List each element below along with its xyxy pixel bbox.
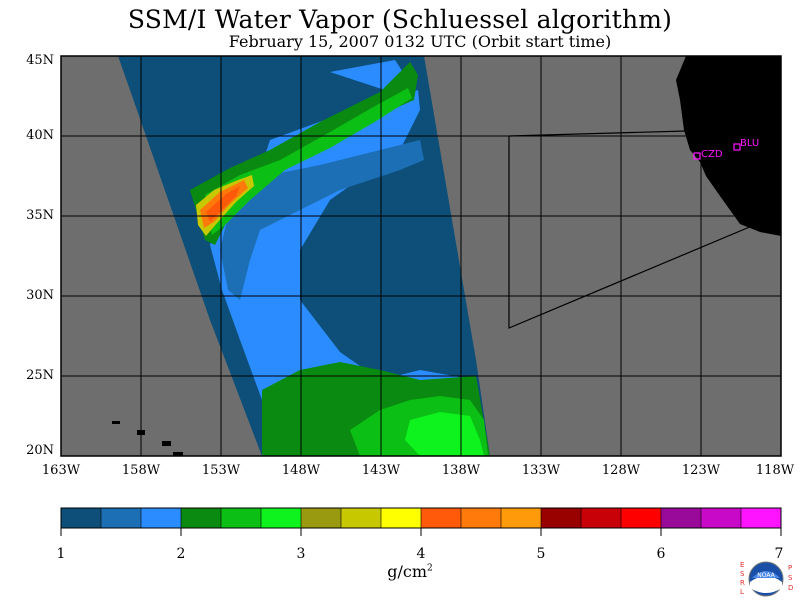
- colorbar-swatch: [501, 508, 542, 528]
- swath-green-upper: [190, 62, 418, 245]
- units-text: g/cm: [387, 562, 428, 581]
- colorbar-swatch: [381, 508, 422, 528]
- lon-label-128w: 128W: [601, 463, 641, 478]
- colorbar-label-5: 5: [536, 546, 546, 562]
- station-czd-label: CZD: [701, 149, 723, 160]
- lon-label-138w: 138W: [441, 463, 481, 478]
- colorbar-swatch: [101, 508, 142, 528]
- lat-label-35n: 35N: [26, 208, 54, 223]
- colorbar-swatch: [141, 508, 182, 528]
- colorbar: [60, 507, 782, 536]
- colorbar-swatch: [61, 508, 102, 528]
- lat-label-25n: 25N: [26, 368, 54, 383]
- colorbar-swatch: [341, 508, 382, 528]
- map-grid: [61, 56, 781, 456]
- lon-label-153w: 153W: [201, 463, 241, 478]
- region-boundary: [508, 136, 753, 329]
- land-california: [676, 56, 781, 236]
- colorbar-label-7: 7: [774, 546, 784, 562]
- svg-text:E: E: [740, 561, 744, 569]
- lon-label-133w: 133W: [521, 463, 561, 478]
- lat-label-45n: 45N: [26, 53, 54, 68]
- map-title: SSM/I Water Vapor (Schluessel algorithm): [127, 5, 673, 34]
- swath-green-vivid-lower: [405, 412, 484, 456]
- station-markers: [693, 143, 741, 160]
- vapor-feature-core: [206, 186, 240, 222]
- colorbar-swatch: [621, 508, 662, 528]
- lon-label-158w: 158W: [121, 463, 161, 478]
- colorbar-swatch: [181, 508, 222, 528]
- esrl-psd-logo: NOAA E S R L P S D: [736, 558, 796, 598]
- colorbar-swatch: [221, 508, 262, 528]
- svg-text:R: R: [740, 579, 745, 587]
- lon-label-163w: 163W: [41, 463, 81, 478]
- units-superscript: 2: [427, 563, 433, 574]
- colorbar-swatch: [541, 508, 582, 528]
- colorbar-swatch: [461, 508, 502, 528]
- svg-text:S: S: [740, 570, 745, 578]
- colorbar-swatch: [581, 508, 622, 528]
- colorbar-label-6: 6: [656, 546, 666, 562]
- lon-label-118w: 118W: [755, 463, 795, 478]
- colorbar-label-2: 2: [176, 546, 186, 562]
- colorbar-label-1: 1: [56, 546, 66, 562]
- svg-text:S: S: [788, 574, 793, 582]
- colorbar-label-3: 3: [296, 546, 306, 562]
- station-czd-marker: [693, 152, 701, 160]
- svg-text:P: P: [788, 564, 792, 572]
- lon-label-148w: 148W: [281, 463, 321, 478]
- station-blu-marker: [733, 143, 741, 151]
- colorbar-units: g/cm2: [380, 562, 440, 581]
- lon-label-123w: 123W: [681, 463, 721, 478]
- lat-label-20n: 20N: [26, 443, 54, 458]
- noaa-logo-text: NOAA: [757, 572, 775, 579]
- map-subtitle: February 15, 2007 0132 UTC (Orbit start …: [228, 32, 612, 51]
- region-boundary-top: [508, 130, 687, 137]
- swath-green-bright-upper: [205, 88, 412, 235]
- colorbar-swatch: [301, 508, 342, 528]
- colorbar-swatch: [261, 508, 302, 528]
- station-blu-label: BLU: [740, 138, 759, 149]
- lat-label-40n: 40N: [26, 128, 54, 143]
- map-frame: [60, 55, 782, 457]
- colorbar-swatch: [741, 508, 782, 528]
- colorbar-label-4: 4: [416, 546, 426, 562]
- svg-text:D: D: [788, 584, 793, 592]
- lat-label-30n: 30N: [26, 288, 54, 303]
- lon-label-143w: 143W: [361, 463, 401, 478]
- colorbar-swatch: [421, 508, 462, 528]
- colorbar-swatch: [661, 508, 702, 528]
- svg-text:L: L: [740, 588, 744, 596]
- colorbar-swatch: [701, 508, 742, 528]
